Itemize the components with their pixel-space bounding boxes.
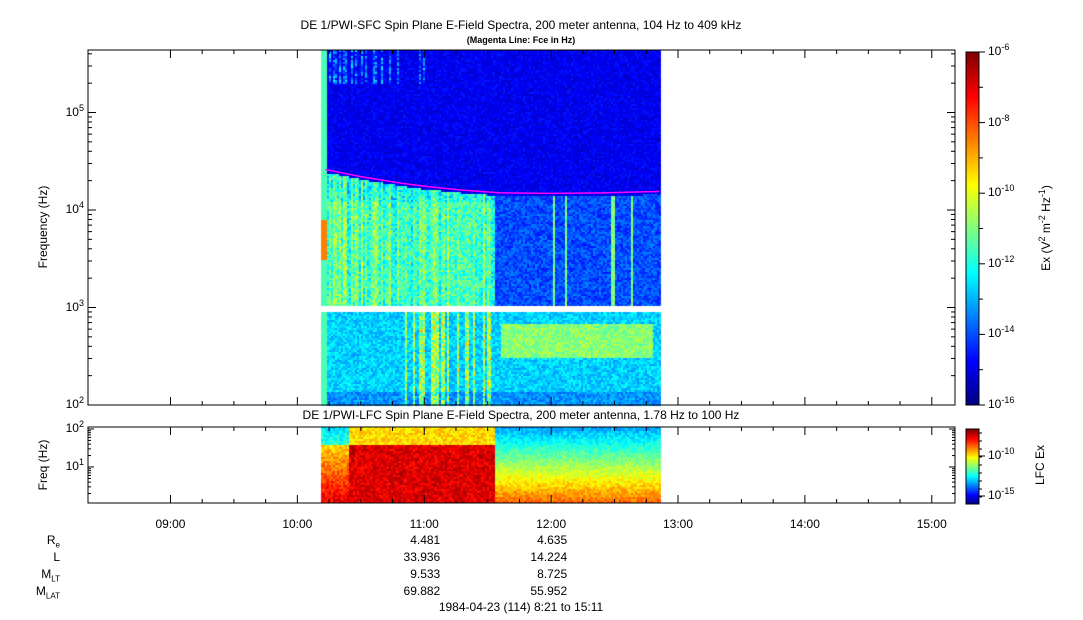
x-tick-label: 12:00 [536, 517, 567, 531]
ephemeris-label: Re [46, 533, 60, 550]
colorbar-tick-label: 10-8 [988, 112, 1010, 129]
lfc-colorbar-label: LFC Ex [1033, 445, 1047, 486]
x-tick-label: 10:00 [282, 517, 313, 531]
ephemeris-value: 33.936 [403, 550, 441, 564]
lfc-colorbar-tick-label: 10-15 [988, 486, 1015, 502]
x-tick-label: 11:00 [409, 517, 439, 531]
footer-date-range: 1984-04-23 (114) 8:21 to 15:11 [438, 600, 604, 614]
ephemeris-value: 14.224 [530, 550, 568, 564]
ephemeris-value: 55.952 [530, 584, 568, 598]
ephemeris-value: 4.481 [410, 533, 441, 547]
y-tick-label: 105 [65, 102, 84, 119]
bottom-panel-title: DE 1/PWI-LFC Spin Plane E-Field Spectra,… [302, 408, 740, 422]
bottom-y-label: Freq (Hz) [36, 439, 50, 491]
ephemeris-label: MLT [41, 567, 60, 584]
colorbar-tick-label: 10-12 [988, 253, 1015, 270]
colorbar-tick-label: 10-14 [988, 324, 1015, 341]
top-y-label: Frequency (Hz) [36, 185, 50, 269]
x-tick-label: 15:00 [916, 517, 947, 531]
ephemeris-label: MLAT [35, 584, 60, 601]
colorbar-tick-label: 10-6 [988, 42, 1010, 58]
y-tick-label: 103 [65, 297, 84, 314]
ephemeris-value: 9.533 [410, 567, 441, 581]
fce-line [325, 168, 659, 195]
bottom-plot-frame [87, 426, 956, 504]
ephemeris-value: 8.725 [537, 567, 568, 581]
x-tick-label: 09:00 [155, 517, 186, 531]
colorbar-tick-label: 10-10 [988, 183, 1015, 200]
top-plot-frame [87, 49, 956, 406]
top-panel-title: DE 1/PWI-SFC Spin Plane E-Field Spectra,… [300, 18, 742, 32]
y-tick-label: 102 [65, 395, 84, 411]
ephemeris-value: 4.635 [537, 533, 568, 547]
colorbar-tick-label: 10-16 [988, 395, 1015, 411]
y-tick-label: 101 [65, 457, 84, 473]
lfc-colorbar-frame [965, 428, 980, 505]
ephemeris-value: 69.882 [403, 584, 441, 598]
colorbar-label: Ex (V2 m-2 Hz-1) [1037, 185, 1053, 271]
top-panel-subtitle: (Magenta Line: Fce in Hz) [466, 35, 576, 45]
y-tick-label: 102 [65, 419, 84, 435]
colorbar-frame [965, 51, 980, 406]
x-tick-label: 13:00 [662, 517, 694, 531]
lfc-colorbar-tick-label: 10-10 [988, 446, 1015, 462]
x-tick-label: 14:00 [789, 517, 820, 531]
ephemeris-label: L [53, 550, 60, 564]
y-tick-label: 104 [65, 200, 84, 216]
